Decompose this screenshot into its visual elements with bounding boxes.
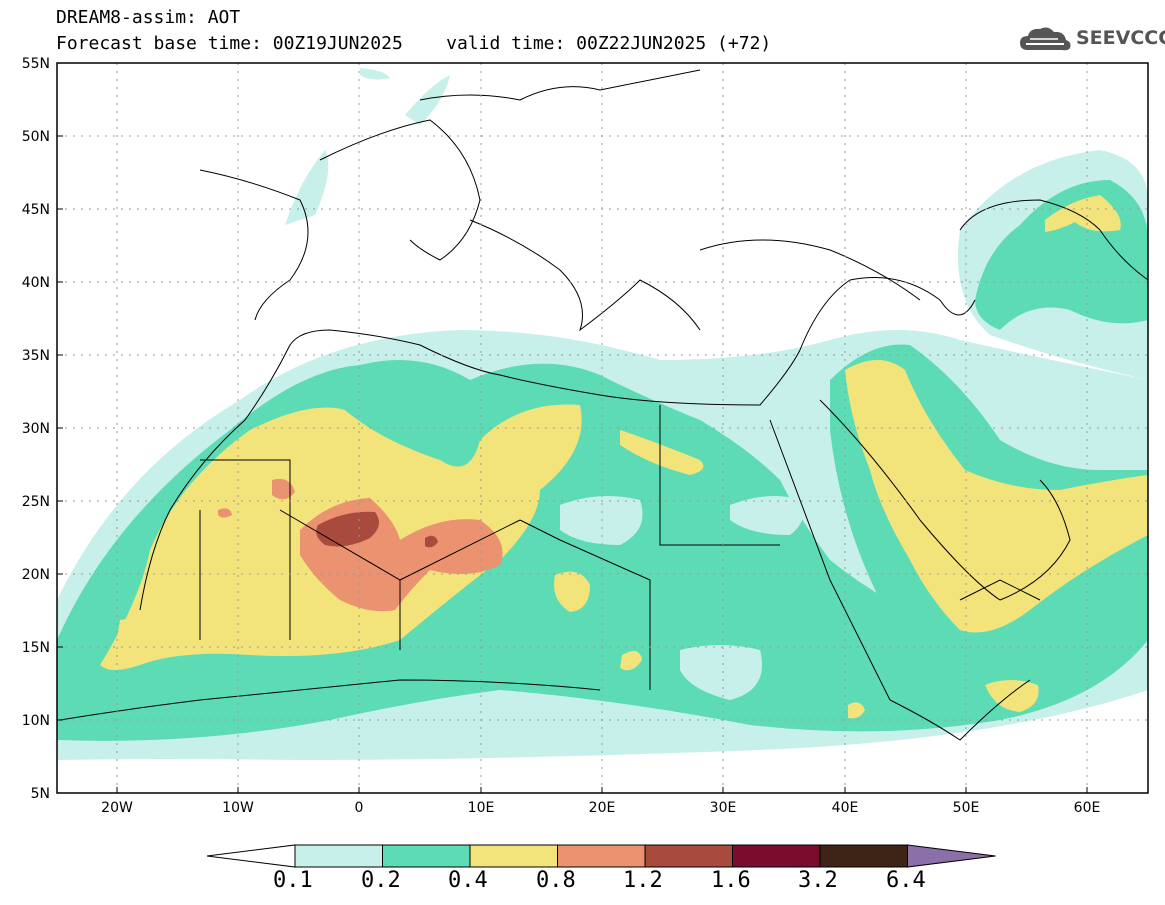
forecast-times: Forecast base time: 00Z19JUN2025 valid t… <box>56 33 772 54</box>
colorbar-box <box>469 844 558 868</box>
colorbar-box <box>382 844 471 868</box>
lat-label: 40N <box>22 275 50 291</box>
lon-label: 40E <box>832 800 859 816</box>
lon-label: 10E <box>468 800 495 816</box>
colorbar-label: 0.4 <box>448 868 488 893</box>
lon-label: 20E <box>589 800 616 816</box>
logo-text: SEEVCCC <box>1076 27 1165 49</box>
colorbar-box <box>644 844 733 868</box>
lon-label: 30E <box>710 800 737 816</box>
colorbar-label: 0.8 <box>536 868 576 893</box>
colorbar-label: 0.1 <box>273 868 313 893</box>
colorbar-label: 1.6 <box>711 868 751 893</box>
colorbar-label: 1.2 <box>623 868 663 893</box>
lat-label: 10N <box>22 713 50 729</box>
colorbar-arrow-high <box>907 844 996 868</box>
axis-ticks <box>57 62 1088 794</box>
lon-labels: 20W 10W 0 10E 20E 30E 40E 50E 60E <box>101 800 1100 816</box>
lat-label: 15N <box>22 640 50 656</box>
colorbar-box <box>732 844 821 868</box>
coastlines <box>59 69 1148 741</box>
lon-label: 50E <box>953 800 980 816</box>
colorbar-arrow-low <box>206 844 296 868</box>
lon-label: 10W <box>222 800 254 816</box>
colorbar-box <box>294 844 383 868</box>
lat-label: 50N <box>22 129 50 145</box>
map-title: DREAM8-assim: AOT <box>56 7 241 28</box>
lat-label: 30N <box>22 421 50 437</box>
lat-label: 5N <box>31 786 50 802</box>
lat-label: 20N <box>22 567 50 583</box>
lat-labels: 55N 50N 45N 40N 35N 30N 25N 20N 15N 10N … <box>22 56 50 802</box>
colorbar-label: 3.2 <box>798 868 838 893</box>
colorbar-box <box>819 844 908 868</box>
seevccc-logo: SEEVCCC <box>1018 24 1165 54</box>
aot-field <box>57 63 1148 793</box>
lon-label: 60E <box>1074 800 1101 816</box>
colorbar-label: 0.2 <box>361 868 401 893</box>
lat-label: 25N <box>22 494 50 510</box>
lat-label: 55N <box>22 56 50 72</box>
colorbar-label: 6.4 <box>886 868 926 893</box>
aot-band-1.2 <box>316 511 438 548</box>
colorbar-box <box>557 844 646 868</box>
colorbar <box>206 844 996 868</box>
lat-label: 45N <box>22 202 50 218</box>
cloud-icon <box>1020 27 1071 51</box>
lon-label: 20W <box>101 800 133 816</box>
lon-label: 0 <box>355 800 364 816</box>
grid <box>57 63 1148 793</box>
lat-label: 35N <box>22 348 50 364</box>
